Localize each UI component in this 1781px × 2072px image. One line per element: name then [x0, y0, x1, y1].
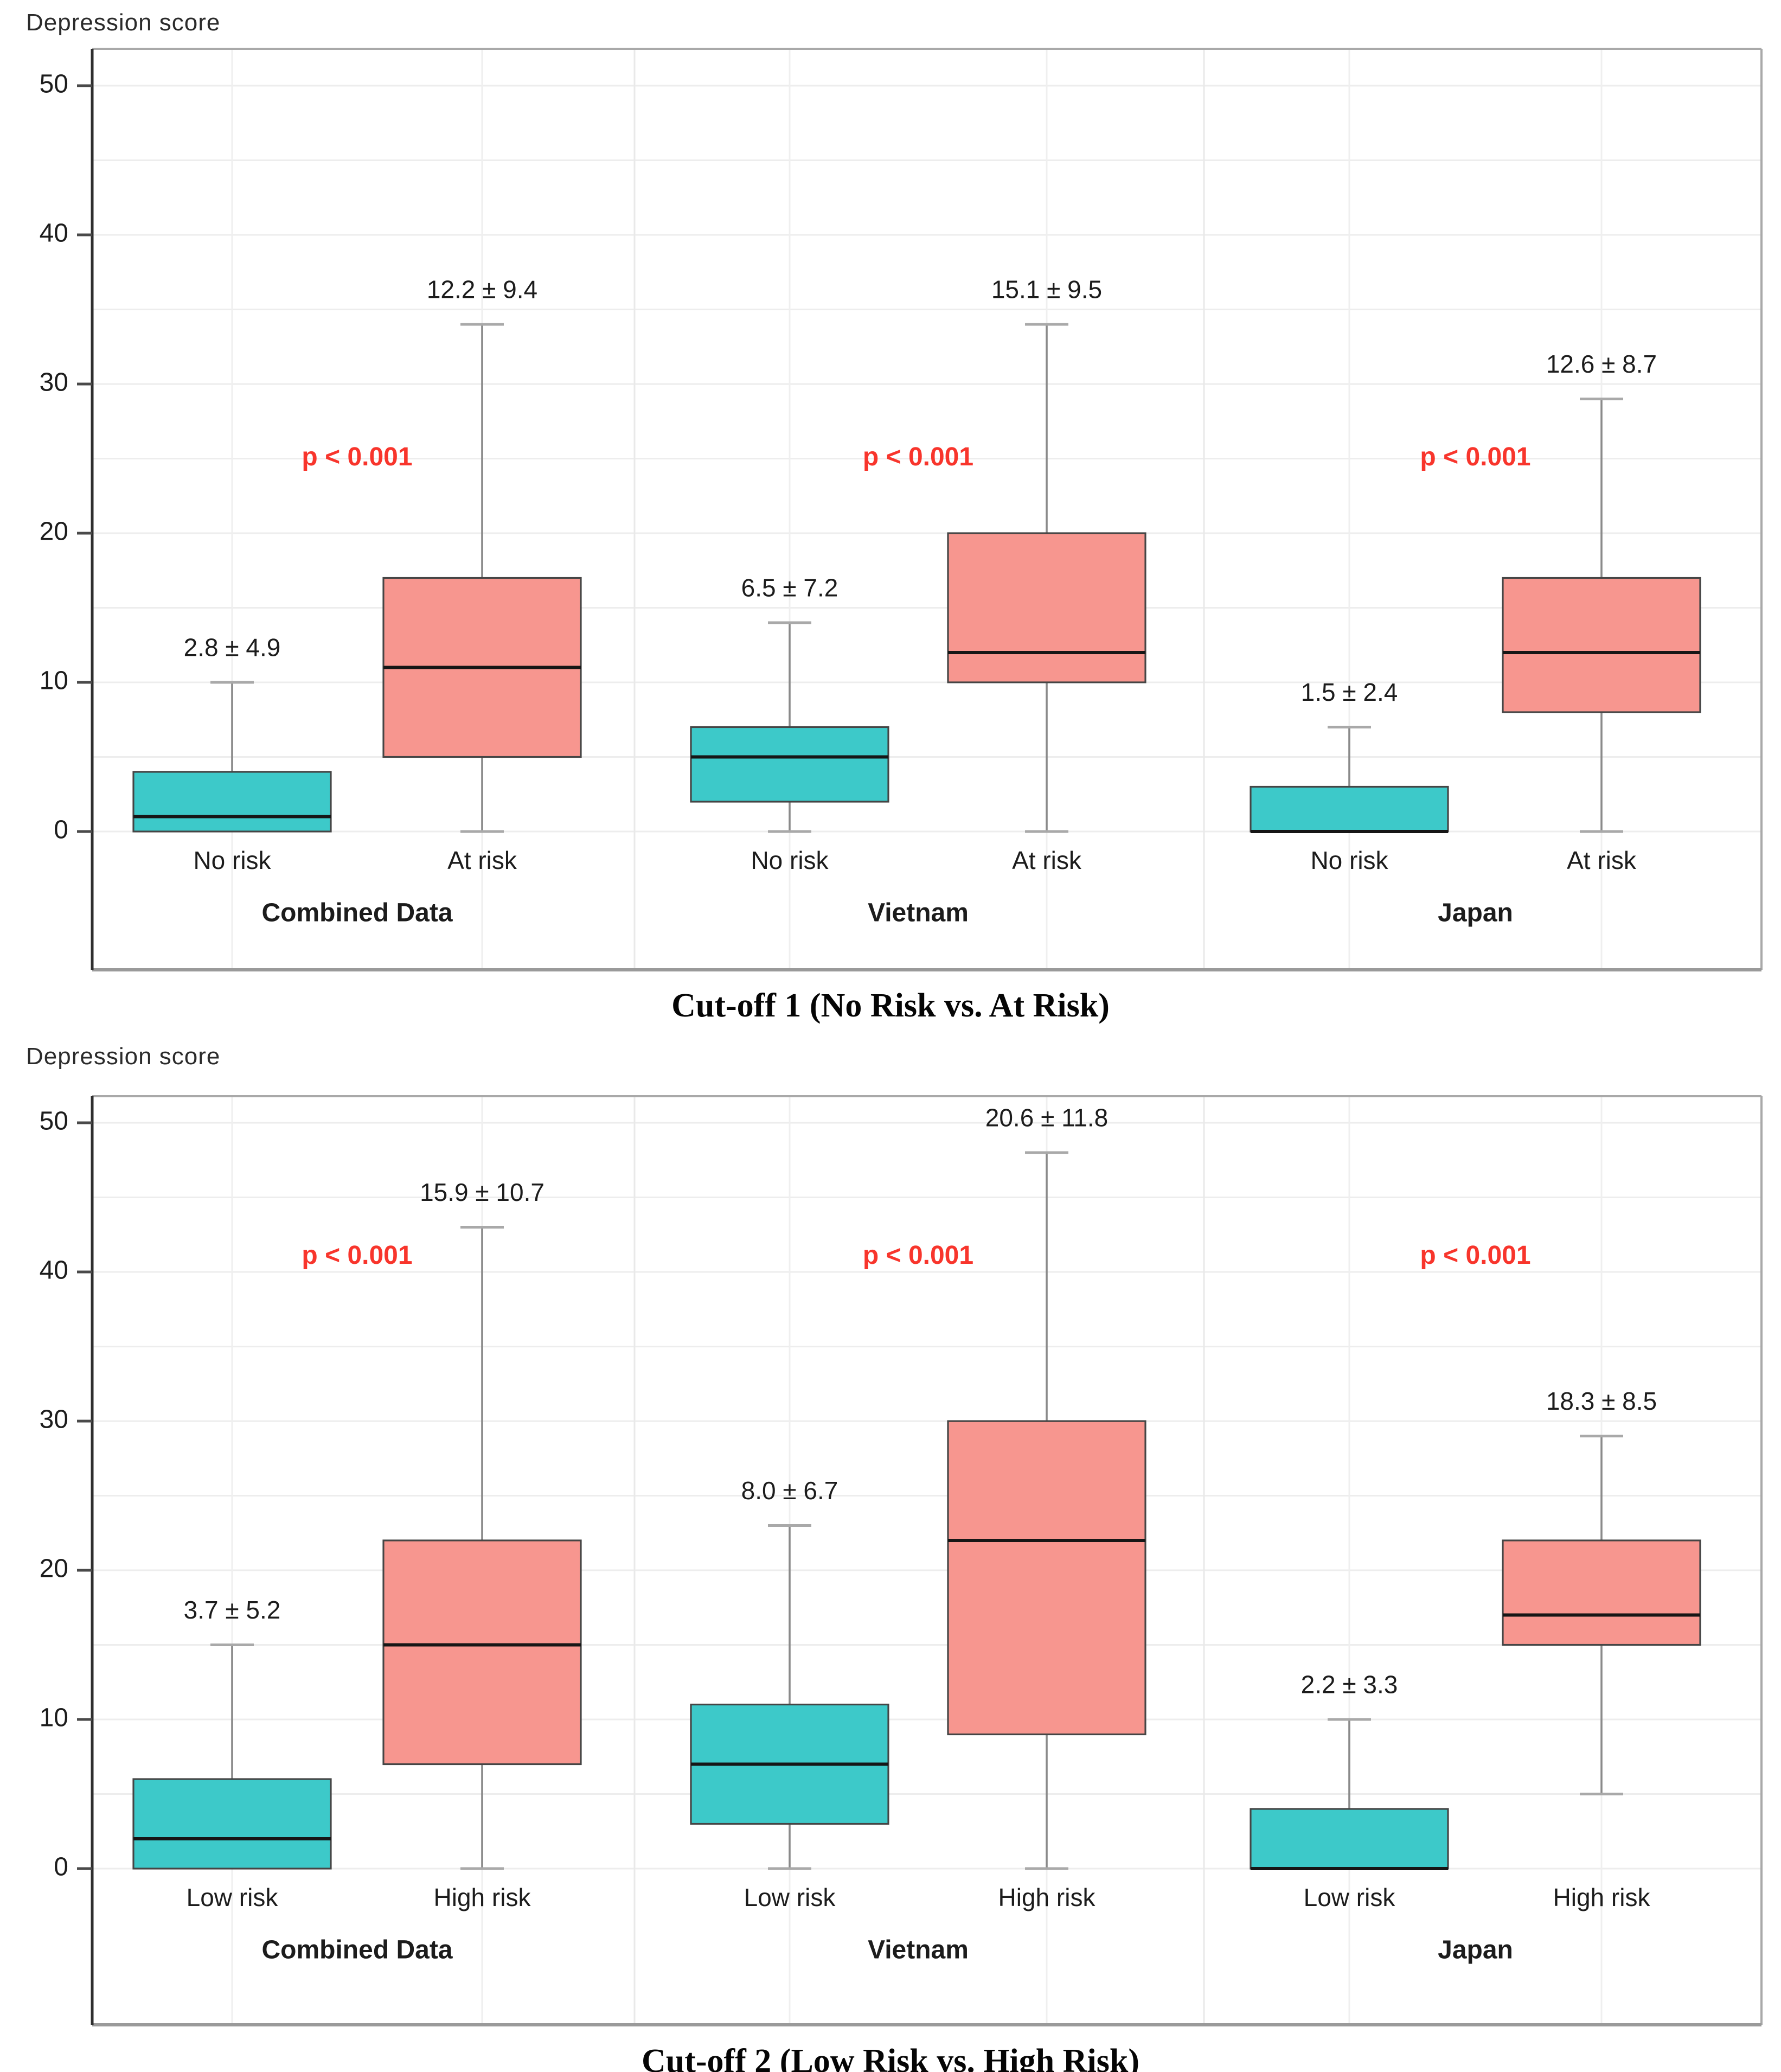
box-high-japan — [1502, 577, 1701, 713]
box-low-japan — [1250, 1808, 1449, 1870]
category-label: At risk — [447, 846, 517, 874]
y-tick-label: 10 — [40, 1704, 68, 1732]
p-value-label: p < 0.001 — [302, 443, 412, 471]
p-value-label: p < 0.001 — [302, 1241, 412, 1270]
panel2-caption: Cut-off 2 (Low Risk vs. High Risk) — [641, 2042, 1140, 2072]
mean-sd-annotation: 2.8 ± 4.9 — [184, 634, 281, 662]
mean-sd-annotation: 2.2 ± 3.3 — [1301, 1671, 1398, 1699]
category-label: Low risk — [187, 1883, 279, 1911]
y-tick-label: 30 — [40, 1405, 68, 1434]
box-high-combined-data — [382, 1539, 582, 1766]
mean-sd-annotation: 15.9 ± 10.7 — [420, 1178, 544, 1206]
y-tick-label: 50 — [40, 70, 68, 99]
y-tick-label: 0 — [54, 1853, 68, 1882]
box-low-vietnam — [690, 726, 889, 803]
y-axis-title-panel2: Depression score — [26, 1043, 221, 1070]
category-label: At risk — [1012, 846, 1082, 874]
facet-group-label: Vietnam — [868, 1936, 969, 1965]
facet-group-label: Combined Data — [261, 1936, 452, 1965]
mean-sd-annotation: 20.6 ± 11.8 — [985, 1104, 1108, 1132]
category-label: No risk — [193, 846, 271, 874]
mean-sd-annotation: 8.0 ± 6.7 — [741, 1476, 838, 1505]
category-label: High risk — [434, 1883, 531, 1911]
facet-group-label: Combined Data — [261, 899, 452, 928]
mean-sd-annotation: 12.2 ± 9.4 — [427, 276, 537, 304]
box-low-japan — [1250, 785, 1449, 833]
category-label: No risk — [1310, 846, 1388, 874]
y-tick-label: 20 — [40, 1555, 68, 1583]
facet-group-label: Japan — [1438, 899, 1513, 928]
category-label: At risk — [1567, 846, 1637, 874]
box-high-japan — [1502, 1539, 1701, 1646]
p-value-label: p < 0.001 — [1420, 1241, 1530, 1270]
y-tick-label: 40 — [40, 1256, 68, 1285]
p-value-label: p < 0.001 — [1420, 443, 1530, 471]
y-tick-label: 10 — [40, 667, 68, 695]
category-label: Low risk — [1304, 1883, 1396, 1911]
y-tick-label: 30 — [40, 368, 68, 397]
mean-sd-annotation: 3.7 ± 5.2 — [184, 1596, 281, 1624]
p-value-label: p < 0.001 — [863, 443, 973, 471]
facet-group-label: Japan — [1438, 1936, 1513, 1965]
mean-sd-annotation: 1.5 ± 2.4 — [1301, 678, 1398, 706]
box-low-combined-data — [132, 771, 332, 833]
box-high-vietnam — [947, 1420, 1146, 1736]
panel1-caption: Cut-off 1 (No Risk vs. At Risk) — [671, 986, 1110, 1024]
y-tick-label: 50 — [40, 1107, 68, 1136]
p-value-label: p < 0.001 — [863, 1241, 973, 1270]
category-label: Low risk — [744, 1883, 836, 1911]
y-tick-label: 0 — [54, 816, 68, 845]
y-tick-label: 20 — [40, 517, 68, 546]
box-high-vietnam — [947, 532, 1146, 683]
box-low-combined-data — [132, 1778, 332, 1870]
mean-sd-annotation: 6.5 ± 7.2 — [741, 574, 838, 602]
category-label: High risk — [1553, 1883, 1651, 1911]
category-label: No risk — [751, 846, 829, 874]
facet-group-label: Vietnam — [868, 899, 969, 928]
mean-sd-annotation: 18.3 ± 8.5 — [1546, 1387, 1657, 1415]
mean-sd-annotation: 12.6 ± 8.7 — [1546, 350, 1657, 378]
y-tick-label: 40 — [40, 219, 68, 248]
y-axis-title-panel1: Depression score — [26, 9, 221, 36]
mean-sd-annotation: 15.1 ± 9.5 — [991, 276, 1102, 304]
category-label: High risk — [998, 1883, 1096, 1911]
